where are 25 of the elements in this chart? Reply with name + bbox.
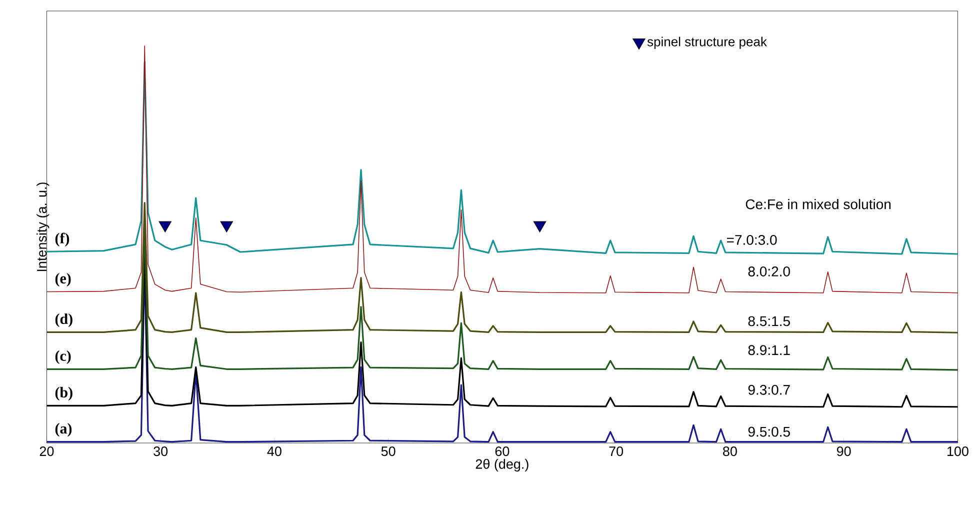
x-tick-label: 20	[40, 446, 54, 456]
annotation: =7.0:3.0	[727, 234, 777, 245]
series-label: (a)	[55, 423, 72, 437]
series-label: (e)	[55, 272, 71, 287]
x-tick-label: 80	[723, 446, 737, 456]
x-axis-title: 2θ (deg.)	[476, 458, 528, 472]
series-label: (d)	[55, 313, 72, 328]
y-axis-title: Intensity (a. u.)	[36, 182, 50, 272]
annotation: 8.9:1.1	[748, 345, 790, 356]
x-tick-label: 50	[381, 446, 396, 456]
annotation: 8.0:2.0	[748, 266, 790, 276]
series-label: (b)	[55, 386, 72, 400]
x-tick-label: 90	[836, 446, 851, 456]
x-tick-label: 60	[495, 446, 510, 456]
x-tick-label: 30	[154, 446, 168, 456]
legend-label: spinel structure peak	[647, 36, 767, 49]
annotation: 8.5:1.5	[748, 316, 790, 326]
series-label: (c)	[55, 350, 71, 364]
x-tick-label: 100	[947, 446, 968, 456]
annotation: Ce:Fe in mixed solution	[746, 198, 891, 210]
x-tick-label: 40	[267, 446, 282, 456]
annotation: 9.5:0.5	[748, 426, 790, 437]
series-label: (f)	[55, 232, 70, 246]
x-tick-label: 70	[609, 446, 624, 456]
annotation: 9.3:0.7	[748, 384, 790, 395]
